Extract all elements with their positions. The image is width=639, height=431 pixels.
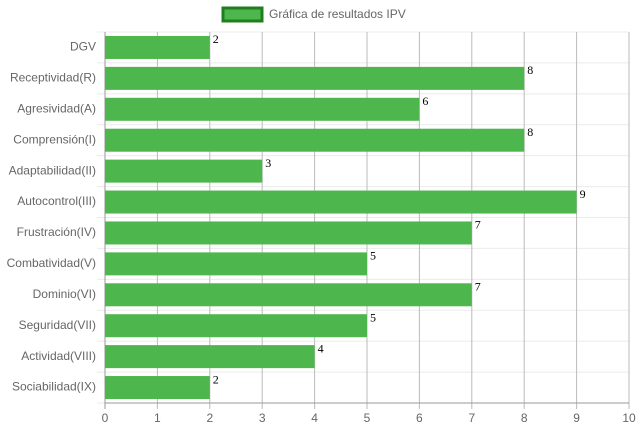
- y-tick-label: Actividad(VIII): [21, 349, 96, 363]
- data-label: 8: [527, 125, 533, 139]
- x-tick-label: 4: [311, 411, 318, 425]
- data-label: 4: [318, 341, 324, 355]
- y-tick-label: Seguridad(VII): [19, 318, 96, 332]
- y-tick-label: Combatividad(V): [7, 256, 96, 270]
- x-tick-label: 8: [521, 411, 528, 425]
- data-label: 9: [580, 187, 586, 201]
- data-label: 3: [265, 156, 271, 170]
- y-tick-label: Sociabilidad(IX): [12, 380, 96, 394]
- bar: [105, 97, 420, 121]
- bar: [105, 252, 367, 276]
- bar: [105, 35, 210, 59]
- bar: [105, 128, 525, 152]
- x-tick-label: 9: [573, 411, 580, 425]
- data-label: 8: [527, 63, 533, 77]
- bar: [105, 314, 367, 338]
- data-label: 2: [213, 32, 219, 46]
- bar: [105, 190, 577, 214]
- bar: [105, 221, 472, 245]
- bar: [105, 283, 472, 307]
- y-tick-label: Autocontrol(III): [17, 194, 96, 208]
- x-tick-label: 10: [622, 411, 636, 425]
- bar: [105, 159, 263, 183]
- y-tick-label: Adaptabilidad(II): [9, 163, 96, 177]
- data-label: 7: [475, 280, 481, 294]
- x-tick-label: 0: [102, 411, 109, 425]
- y-tick-label: DGV: [70, 40, 96, 54]
- bar: [105, 376, 210, 400]
- legend-swatch: [221, 6, 264, 23]
- data-label: 6: [422, 94, 428, 108]
- y-tick-label: Agresividad(A): [17, 101, 96, 115]
- bar: [105, 345, 315, 369]
- legend-label: Gráfica de resultados IPV: [269, 7, 406, 21]
- bar: [105, 66, 525, 90]
- data-label: 2: [213, 372, 219, 386]
- x-tick-label: 6: [416, 411, 423, 425]
- y-tick-label: Frustración(IV): [17, 225, 96, 239]
- y-tick-label: Comprensión(I): [13, 132, 96, 146]
- x-tick-label: 7: [468, 411, 475, 425]
- data-label: 7: [475, 218, 481, 232]
- y-tick-label: Dominio(VI): [33, 287, 96, 301]
- x-tick-label: 1: [154, 411, 161, 425]
- y-tick-label: Receptividad(R): [10, 71, 96, 85]
- data-label: 5: [370, 249, 376, 263]
- x-tick-label: 3: [259, 411, 266, 425]
- x-tick-label: 2: [206, 411, 213, 425]
- x-tick-label: 5: [364, 411, 371, 425]
- data-label: 5: [370, 310, 376, 324]
